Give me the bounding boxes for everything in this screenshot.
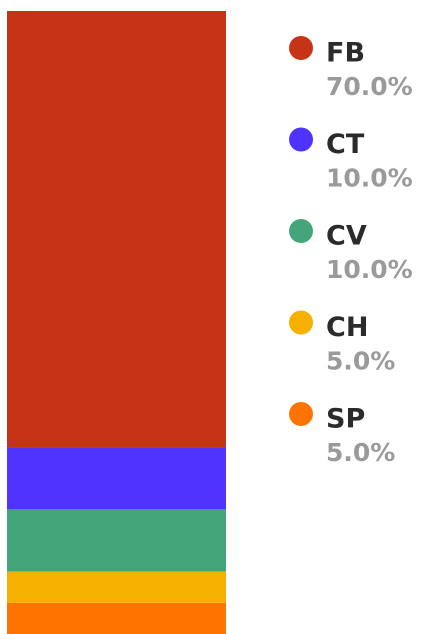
legend-name: CT <box>326 129 365 160</box>
bar-segment <box>7 11 226 448</box>
legend-value: 5.0% <box>326 347 395 376</box>
legend-value: 5.0% <box>326 438 395 467</box>
legend-value: 10.0% <box>326 164 413 193</box>
legend-name: CV <box>326 221 367 252</box>
bar-segment <box>7 447 226 510</box>
legend-dot <box>289 36 313 60</box>
legend-dot <box>289 310 313 335</box>
legend-name: SP <box>326 404 365 435</box>
legend-dot <box>289 127 313 152</box>
legend-name: FB <box>326 38 365 69</box>
bar-segment <box>7 509 226 572</box>
legend-dot <box>289 402 313 426</box>
bar-segment <box>7 571 226 603</box>
legend-value: 10.0% <box>326 255 413 284</box>
legend-name: CH <box>326 312 368 343</box>
legend-dot <box>289 219 313 243</box>
legend-value: 70.0% <box>326 72 413 101</box>
bar-segment <box>7 602 226 634</box>
